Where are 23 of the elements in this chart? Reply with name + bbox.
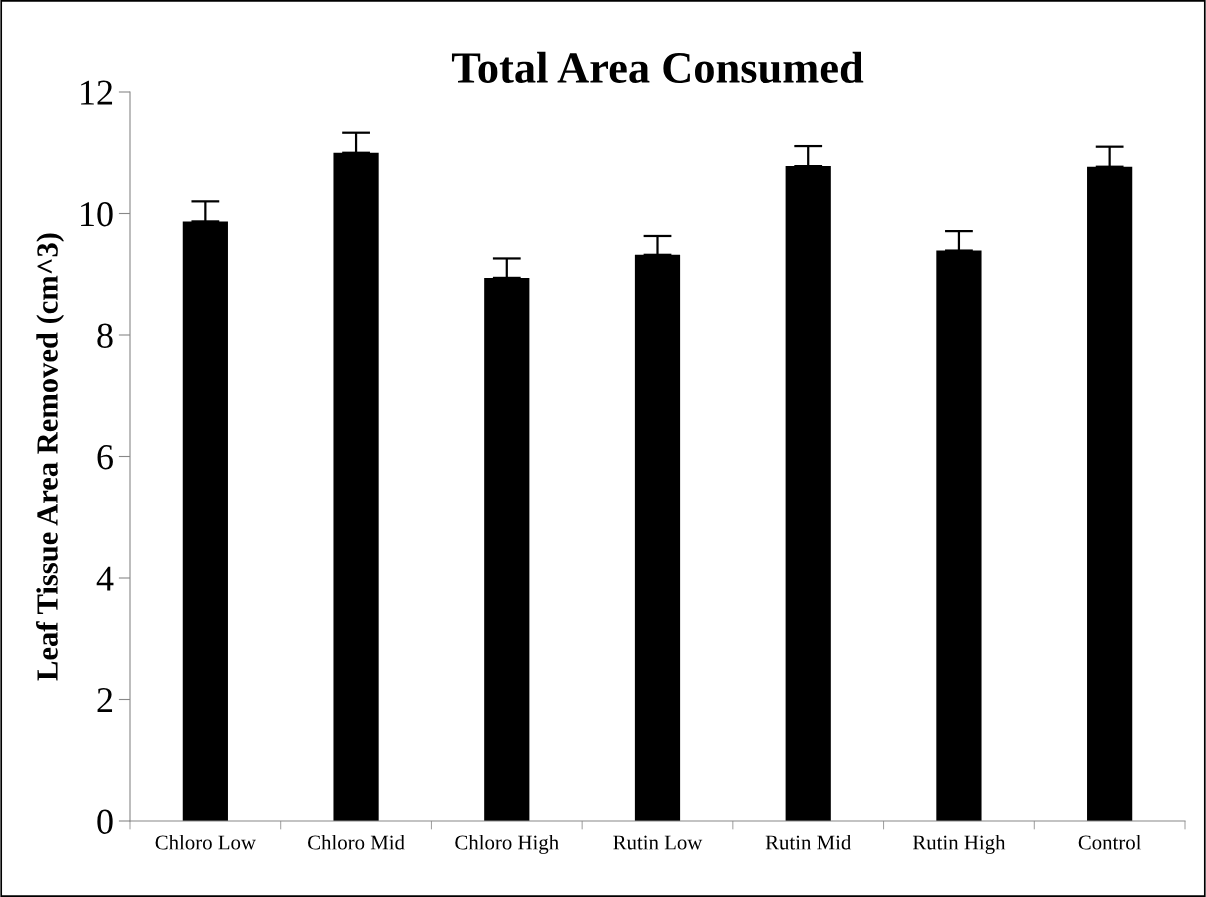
y-tick-label: 2 (97, 688, 113, 713)
x-tick-label: Rutin Mid (765, 834, 852, 850)
y-axis-title: Leaf Tissue Area Removed (cm^3) (36, 233, 65, 681)
y-tick-label: 0 (97, 809, 113, 834)
y-tick-label: 6 (97, 445, 113, 470)
bar (634, 254, 681, 821)
x-tick-label: Control (1078, 834, 1142, 850)
bar (484, 277, 530, 821)
bar (333, 152, 379, 821)
y-tick-label: 12 (81, 80, 113, 105)
y-tick-label: 4 (96, 566, 114, 591)
bar (182, 221, 228, 821)
y-tick-label: 8 (97, 323, 113, 348)
chart-title: Total Area Consumed (451, 51, 864, 84)
bar (1087, 166, 1133, 821)
x-tick-label: Rutin High (912, 834, 1006, 854)
bar (785, 166, 831, 821)
x-tick-label: Rutin Low (613, 835, 703, 850)
x-tick-label: Chloro Mid (308, 834, 405, 850)
y-tick-label: 10 (81, 202, 113, 227)
bar (936, 250, 982, 821)
x-tick-label: Chloro High (455, 834, 559, 854)
x-tick-label: Chloro Low (155, 834, 256, 850)
